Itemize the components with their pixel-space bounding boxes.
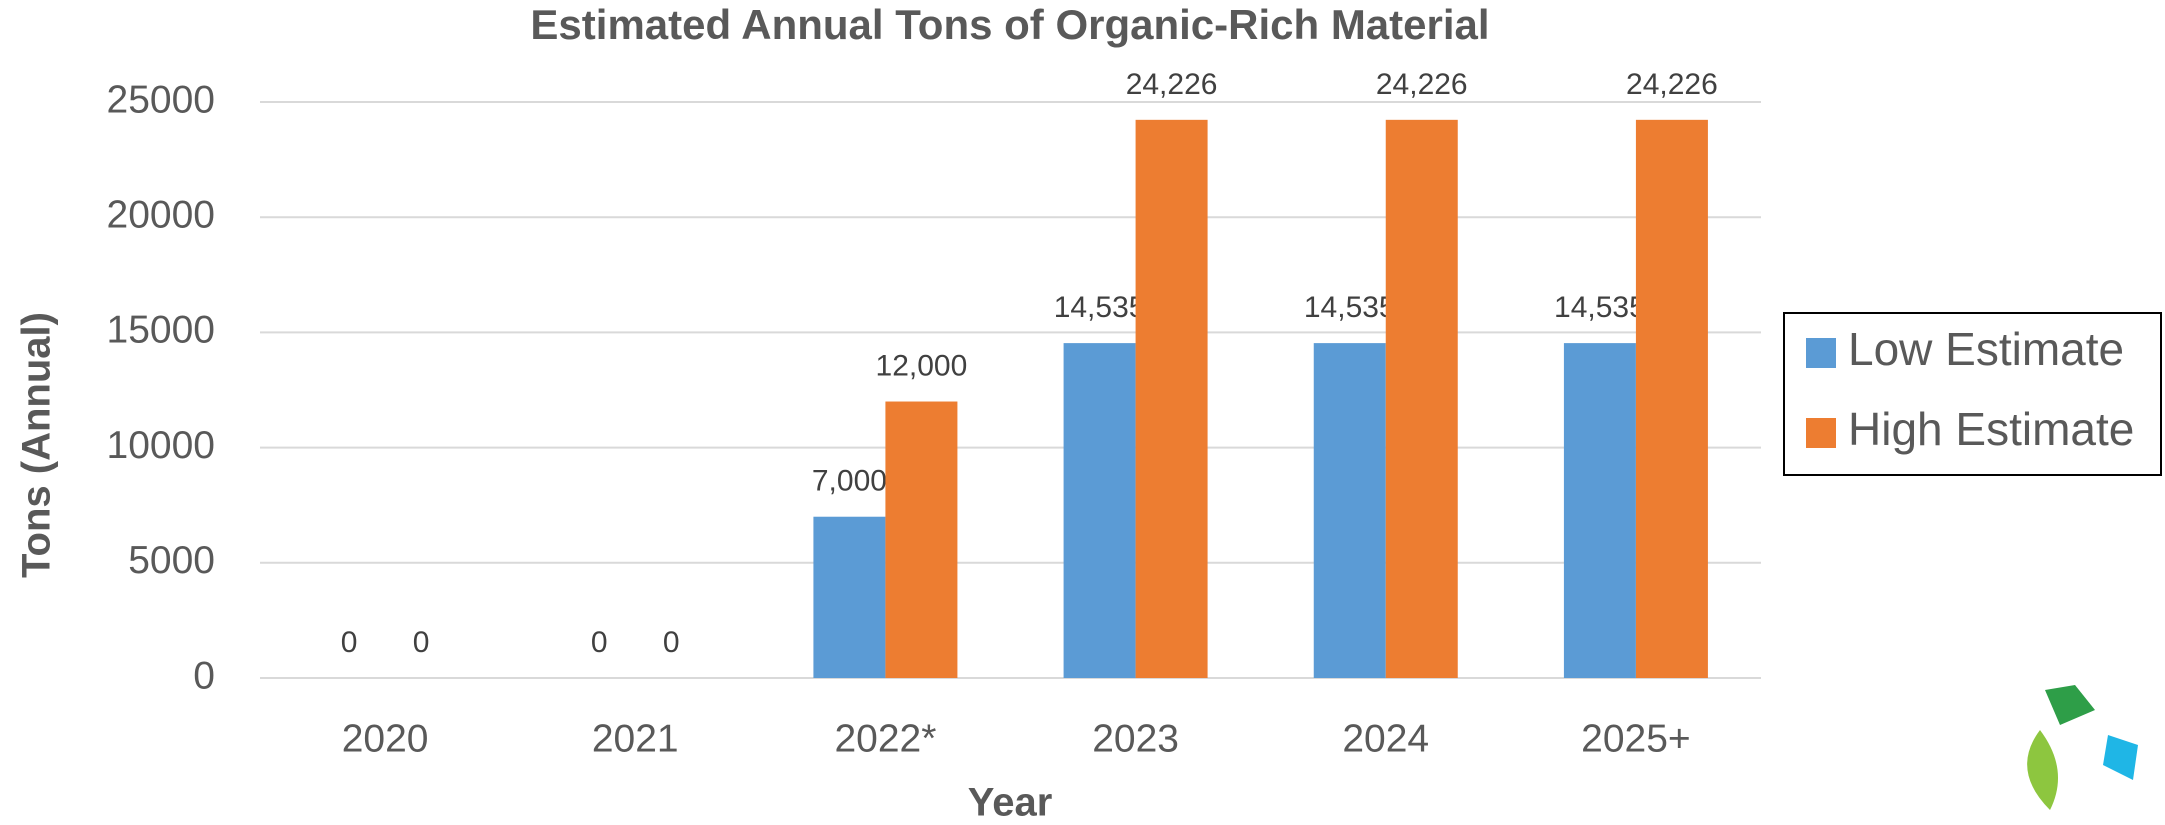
y-tick-label: 0 bbox=[193, 654, 215, 697]
value-label: 12,000 bbox=[876, 349, 968, 382]
bar bbox=[1385, 119, 1458, 679]
x-tick-label: 2023 bbox=[1092, 717, 1179, 760]
y-tick-label: 10000 bbox=[107, 424, 215, 467]
value-label: 24,226 bbox=[1376, 68, 1468, 101]
value-label: 0 bbox=[663, 626, 680, 659]
bar bbox=[1563, 343, 1636, 678]
y-tick-label: 15000 bbox=[107, 309, 215, 352]
x-axis-title: Year bbox=[968, 781, 1053, 825]
bar bbox=[1063, 343, 1136, 678]
bar bbox=[1135, 119, 1208, 679]
legend-swatch bbox=[1806, 338, 1836, 368]
value-label: 24,226 bbox=[1126, 68, 1218, 101]
value-label: 7,000 bbox=[812, 465, 887, 498]
value-label: 0 bbox=[341, 626, 358, 659]
chart-title: Estimated Annual Tons of Organic-Rich Ma… bbox=[530, 1, 1489, 48]
bar bbox=[885, 401, 958, 678]
legend-box bbox=[1783, 312, 2162, 476]
value-label: 14,535 bbox=[1554, 291, 1646, 324]
x-tick-label: 2021 bbox=[592, 717, 679, 760]
value-label: 0 bbox=[591, 626, 608, 659]
bar bbox=[1313, 343, 1386, 678]
y-tick-label: 5000 bbox=[128, 539, 215, 582]
x-tick-label: 2024 bbox=[1342, 717, 1429, 760]
bar bbox=[1635, 119, 1708, 679]
legend-swatch bbox=[1806, 418, 1836, 448]
x-tick-label: 2020 bbox=[342, 717, 429, 760]
y-axis-title: Tons (Annual) bbox=[15, 312, 59, 578]
bar bbox=[813, 516, 886, 678]
value-label: 0 bbox=[413, 626, 430, 659]
logo bbox=[2027, 685, 2138, 810]
value-label: 14,535 bbox=[1054, 291, 1146, 324]
y-tick-label: 25000 bbox=[107, 78, 215, 121]
x-tick-label: 2022* bbox=[834, 717, 936, 760]
value-label: 14,535 bbox=[1304, 291, 1396, 324]
x-tick-label: 2025+ bbox=[1581, 717, 1691, 760]
y-tick-label: 20000 bbox=[107, 193, 215, 236]
legend-label: High Estimate bbox=[1848, 403, 2134, 455]
value-label: 24,226 bbox=[1626, 68, 1718, 101]
legend-label: Low Estimate bbox=[1848, 323, 2124, 375]
